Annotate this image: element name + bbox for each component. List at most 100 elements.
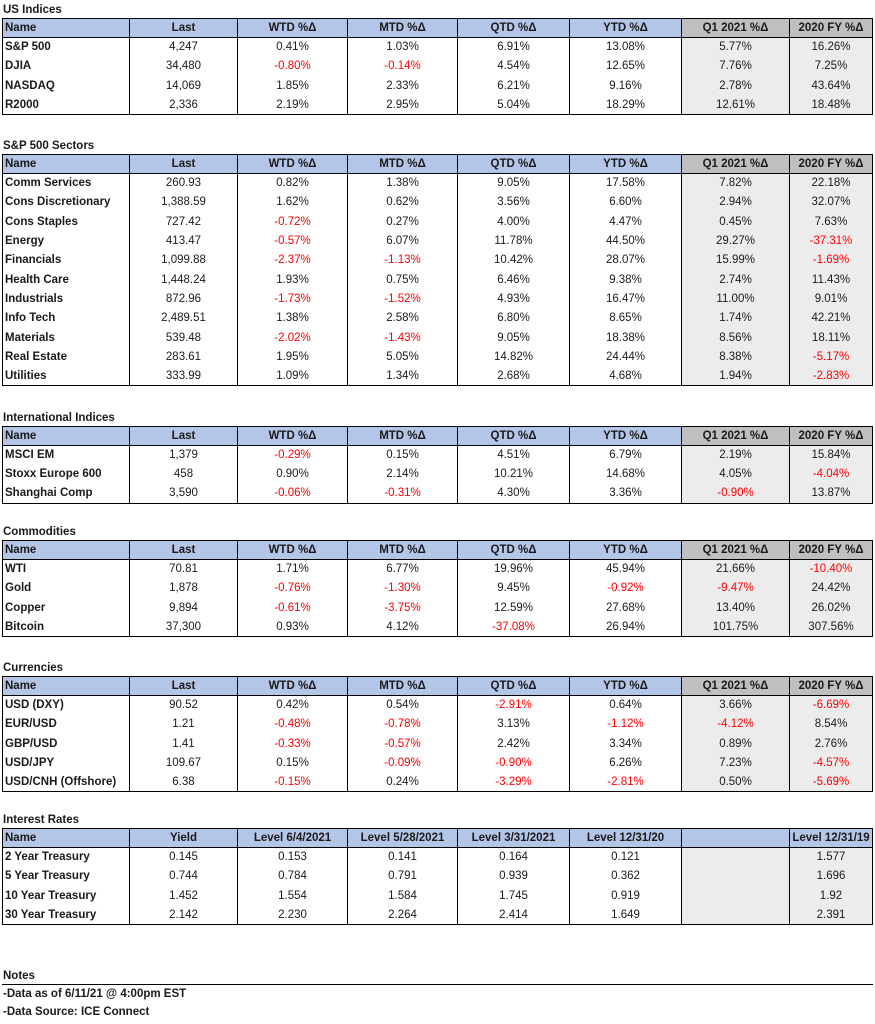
value-cell: 14.68% <box>569 464 682 485</box>
value-cell: 727.42 <box>129 212 238 232</box>
column-header: Q1 2021 %Δ <box>681 540 790 560</box>
value-cell: 0.64% <box>569 695 682 715</box>
row-name-cell: Shanghai Comp <box>2 484 130 504</box>
value-cell: -1.13% <box>347 250 458 270</box>
value-cell: 4.00% <box>457 212 570 232</box>
value-cell: -5.69% <box>789 772 873 793</box>
value-cell: 0.50% <box>681 772 790 793</box>
value-cell: 16.26% <box>789 37 873 57</box>
value-cell: 0.362 <box>569 866 682 887</box>
table-row: S&P 500 4,247 0.41% 1.03% 6.91% 13.08% 5.77% 16… <box>2 37 873 57</box>
value-cell: 9.05% <box>457 327 570 348</box>
table-row: Gold 1,878 -0.76% -1.30% 9.45% -0.92% -9.47% 24… <box>2 578 873 599</box>
value-cell: 6.79% <box>569 445 682 465</box>
value-cell: 283.61 <box>129 347 238 367</box>
value-cell: -2.37% <box>237 250 348 270</box>
value-cell: -37.31% <box>789 231 873 251</box>
value-cell: 2.142 <box>129 905 238 926</box>
value-cell: -3.75% <box>347 598 458 618</box>
value-cell: -0.61% <box>237 598 348 618</box>
value-cell: 24.42% <box>789 578 873 599</box>
table-row: EUR/USD 1.21 -0.48% -0.78% 3.13% -1.12% -4.12%… <box>2 714 873 735</box>
value-cell: 4.05% <box>681 464 790 485</box>
value-cell: 2.58% <box>347 308 458 328</box>
row-name-cell: Info Tech <box>2 308 130 328</box>
value-cell: 1.34% <box>347 366 458 387</box>
value-cell: -4.04% <box>789 464 873 485</box>
row-name-cell: Utilities <box>2 366 130 387</box>
value-cell: 3.13% <box>457 714 570 735</box>
header-row: Name Last WTD %Δ MTD %Δ QTD %Δ YTD %Δ Q1 2021 … <box>2 154 873 174</box>
column-header: Q1 2021 %Δ <box>681 18 790 38</box>
header-row: Name Yield Level 6/4/2021 Level 5/28/2021 Le… <box>2 828 873 848</box>
column-header: Name <box>2 828 130 848</box>
value-cell: 11.43% <box>789 269 873 290</box>
us-indices-section: US Indices Name Last WTD %Δ MTD %Δ QTD %Δ YTD… <box>2 2 873 116</box>
column-header: Q1 2021 %Δ <box>681 426 790 446</box>
value-cell: -9.47% <box>681 578 790 599</box>
value-cell: 0.15% <box>237 753 348 773</box>
table-row: Materials 539.48 -2.02% -1.43% 9.05% 18.38% 8.… <box>2 327 873 348</box>
value-cell: 1.577 <box>789 847 873 867</box>
value-cell: 13.40% <box>681 598 790 618</box>
commodities-section: Commodities Name Last WTD %Δ MTD %Δ QTD %Δ YT… <box>2 524 873 638</box>
value-cell: 1,099.88 <box>129 250 238 270</box>
table-row: Industrials 872.96 -1.73% -1.52% 4.93% 16.47%… <box>2 289 873 309</box>
column-header: Last <box>129 676 238 696</box>
value-cell: -2.91% <box>457 695 570 715</box>
value-cell: 1,878 <box>129 578 238 599</box>
value-cell: 2.19% <box>681 445 790 465</box>
column-header: YTD %Δ <box>569 676 682 696</box>
value-cell: 34,480 <box>129 56 238 77</box>
value-cell: -0.57% <box>347 734 458 754</box>
table-row: Cons Staples 727.42 -0.72% 0.27% 4.00% 4.47% 0… <box>2 212 873 232</box>
sp500-sectors-section: S&P 500 Sectors Name Last WTD %Δ MTD %Δ QTD … <box>2 138 873 387</box>
value-cell: 18.11% <box>789 327 873 348</box>
value-cell: 22.18% <box>789 173 873 193</box>
table-row: 2 Year Treasury 0.145 0.153 0.141 0.164 0.121… <box>2 847 873 867</box>
row-name-cell: USD/CNH (Offshore) <box>2 772 130 793</box>
value-cell: 10.21% <box>457 464 570 485</box>
value-cell: 0.90% <box>237 464 348 485</box>
value-cell: 1.452 <box>129 886 238 906</box>
row-name-cell: Industrials <box>2 289 130 309</box>
value-cell: 9.05% <box>457 173 570 193</box>
column-header: Last <box>129 18 238 38</box>
row-name-cell: GBP/USD <box>2 734 130 754</box>
table-row: NASDAQ 14,069 1.85% 2.33% 6.21% 9.16% 2.78% 43.… <box>2 76 873 96</box>
value-cell: -2.83% <box>789 366 873 387</box>
value-cell: 32.07% <box>789 192 873 213</box>
row-name-cell: WTI <box>2 559 130 579</box>
value-cell: 101.75% <box>681 617 790 638</box>
column-header: 2020 FY %Δ <box>789 18 873 38</box>
value-cell: 7.63% <box>789 212 873 232</box>
value-cell: 0.27% <box>347 212 458 232</box>
table-row: Real Estate 283.61 1.95% 5.05% 14.82% 24.44% 8… <box>2 347 873 367</box>
table-row: USD/JPY 109.67 0.15% -0.09% -0.90% 6.26% 7.23%… <box>2 753 873 773</box>
column-header: QTD %Δ <box>457 154 570 174</box>
row-name-cell: DJIA <box>2 56 130 77</box>
value-cell: 2.74% <box>681 269 790 290</box>
value-cell: 2,489.51 <box>129 308 238 328</box>
value-cell: 0.93% <box>237 617 348 638</box>
row-name-cell: Cons Staples <box>2 212 130 232</box>
notes-section: Notes -Data as of 6/11/21 @ 4:00pm EST -… <box>2 968 873 1021</box>
value-cell: -2.81% <box>569 772 682 793</box>
value-cell: -0.57% <box>237 231 348 251</box>
value-cell: 1.03% <box>347 37 458 57</box>
value-cell: 13.08% <box>569 37 682 57</box>
value-cell: 4.54% <box>457 56 570 77</box>
row-name-cell: Health Care <box>2 269 130 290</box>
table-row: GBP/USD 1.41 -0.33% -0.57% 2.42% 3.34% 0.89% 2.… <box>2 734 873 754</box>
table-row: 10 Year Treasury 1.452 1.554 1.584 1.745 0.91… <box>2 886 873 906</box>
column-header: Q1 2021 %Δ <box>681 154 790 174</box>
value-cell: 6.60% <box>569 192 682 213</box>
table-row: MSCI EM 1,379 -0.29% 0.15% 4.51% 6.79% 2.19% 15… <box>2 445 873 465</box>
row-name-cell: Materials <box>2 327 130 348</box>
value-cell <box>681 866 790 887</box>
value-cell: 6.21% <box>457 76 570 96</box>
row-name-cell: NASDAQ <box>2 76 130 96</box>
value-cell: 0.89% <box>681 734 790 754</box>
value-cell: -0.15% <box>237 772 348 793</box>
value-cell: 2.68% <box>457 366 570 387</box>
